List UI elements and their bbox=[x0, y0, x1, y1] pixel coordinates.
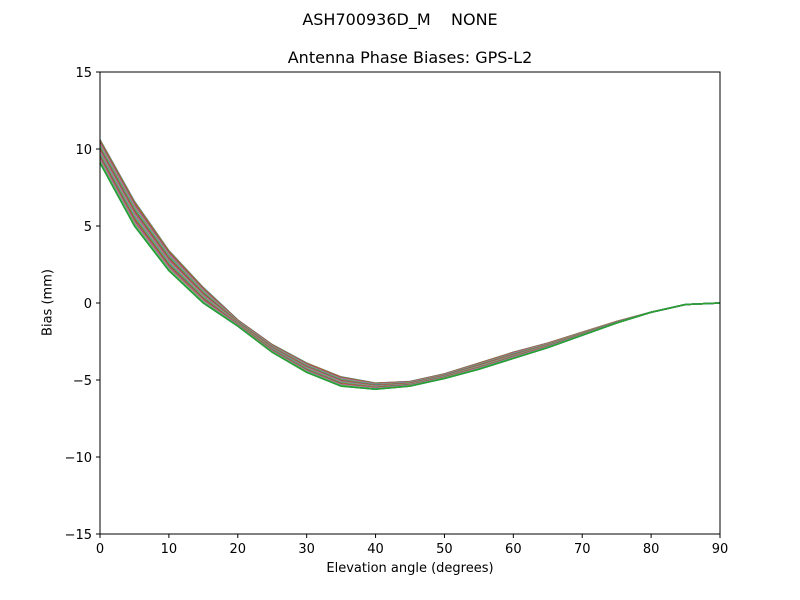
series-line bbox=[99, 140, 721, 385]
y-tick-label: −15 bbox=[65, 528, 92, 543]
series-line bbox=[99, 160, 721, 390]
x-tick-label: 90 bbox=[712, 542, 729, 557]
series-line bbox=[99, 158, 721, 389]
series-line bbox=[99, 157, 721, 389]
x-tick-label: 20 bbox=[230, 542, 247, 557]
series-line bbox=[99, 159, 721, 390]
x-tick-label: 30 bbox=[298, 542, 315, 557]
series-line bbox=[99, 148, 721, 387]
x-tick-label: 60 bbox=[505, 542, 522, 557]
data-lines bbox=[99, 139, 721, 390]
y-tick-label: 10 bbox=[75, 143, 92, 158]
series-line bbox=[99, 154, 721, 388]
y-tick-label: 5 bbox=[84, 220, 92, 235]
x-axis-label: Elevation angle (degrees) bbox=[326, 561, 494, 576]
series-line bbox=[99, 160, 721, 390]
series-line bbox=[99, 141, 721, 385]
y-ticks: 15 10 5 0 −5 −10 −15 bbox=[65, 66, 100, 543]
series-line bbox=[99, 143, 721, 385]
series-line bbox=[99, 142, 721, 385]
chart-title: Antenna Phase Biases: GPS-L2 bbox=[287, 48, 533, 67]
y-tick-label: −10 bbox=[65, 451, 92, 466]
series-line bbox=[99, 152, 721, 388]
series-line bbox=[99, 140, 721, 385]
axes-frame bbox=[99, 71, 721, 535]
series-line bbox=[99, 146, 721, 386]
series-line bbox=[99, 150, 721, 387]
series-line bbox=[99, 139, 721, 384]
series-line bbox=[99, 155, 721, 389]
series-line bbox=[99, 162, 721, 390]
series-line bbox=[99, 154, 721, 388]
x-tick-label: 40 bbox=[367, 542, 384, 557]
series-line bbox=[99, 147, 721, 387]
series-line bbox=[99, 150, 721, 387]
x-tick-label: 50 bbox=[436, 542, 453, 557]
y-tick-label: 0 bbox=[84, 297, 92, 312]
series-line bbox=[99, 144, 721, 386]
series-line bbox=[99, 147, 721, 386]
series-line bbox=[99, 153, 721, 388]
x-tick-label: 10 bbox=[161, 542, 178, 557]
figure-suptitle: ASH700936D_M NONE bbox=[302, 10, 498, 29]
series-line bbox=[99, 145, 721, 386]
series-line bbox=[99, 157, 721, 389]
y-tick-label: −5 bbox=[73, 374, 92, 389]
series-line bbox=[99, 156, 721, 389]
x-ticks: 0 10 20 30 40 50 60 70 80 90 bbox=[96, 534, 728, 557]
series-line bbox=[99, 144, 721, 386]
y-tick-label: 15 bbox=[75, 66, 92, 81]
x-tick-label: 70 bbox=[574, 542, 591, 557]
x-tick-label: 80 bbox=[643, 542, 660, 557]
series-line bbox=[99, 151, 721, 388]
x-tick-label: 0 bbox=[96, 542, 104, 557]
series-line bbox=[99, 149, 721, 387]
